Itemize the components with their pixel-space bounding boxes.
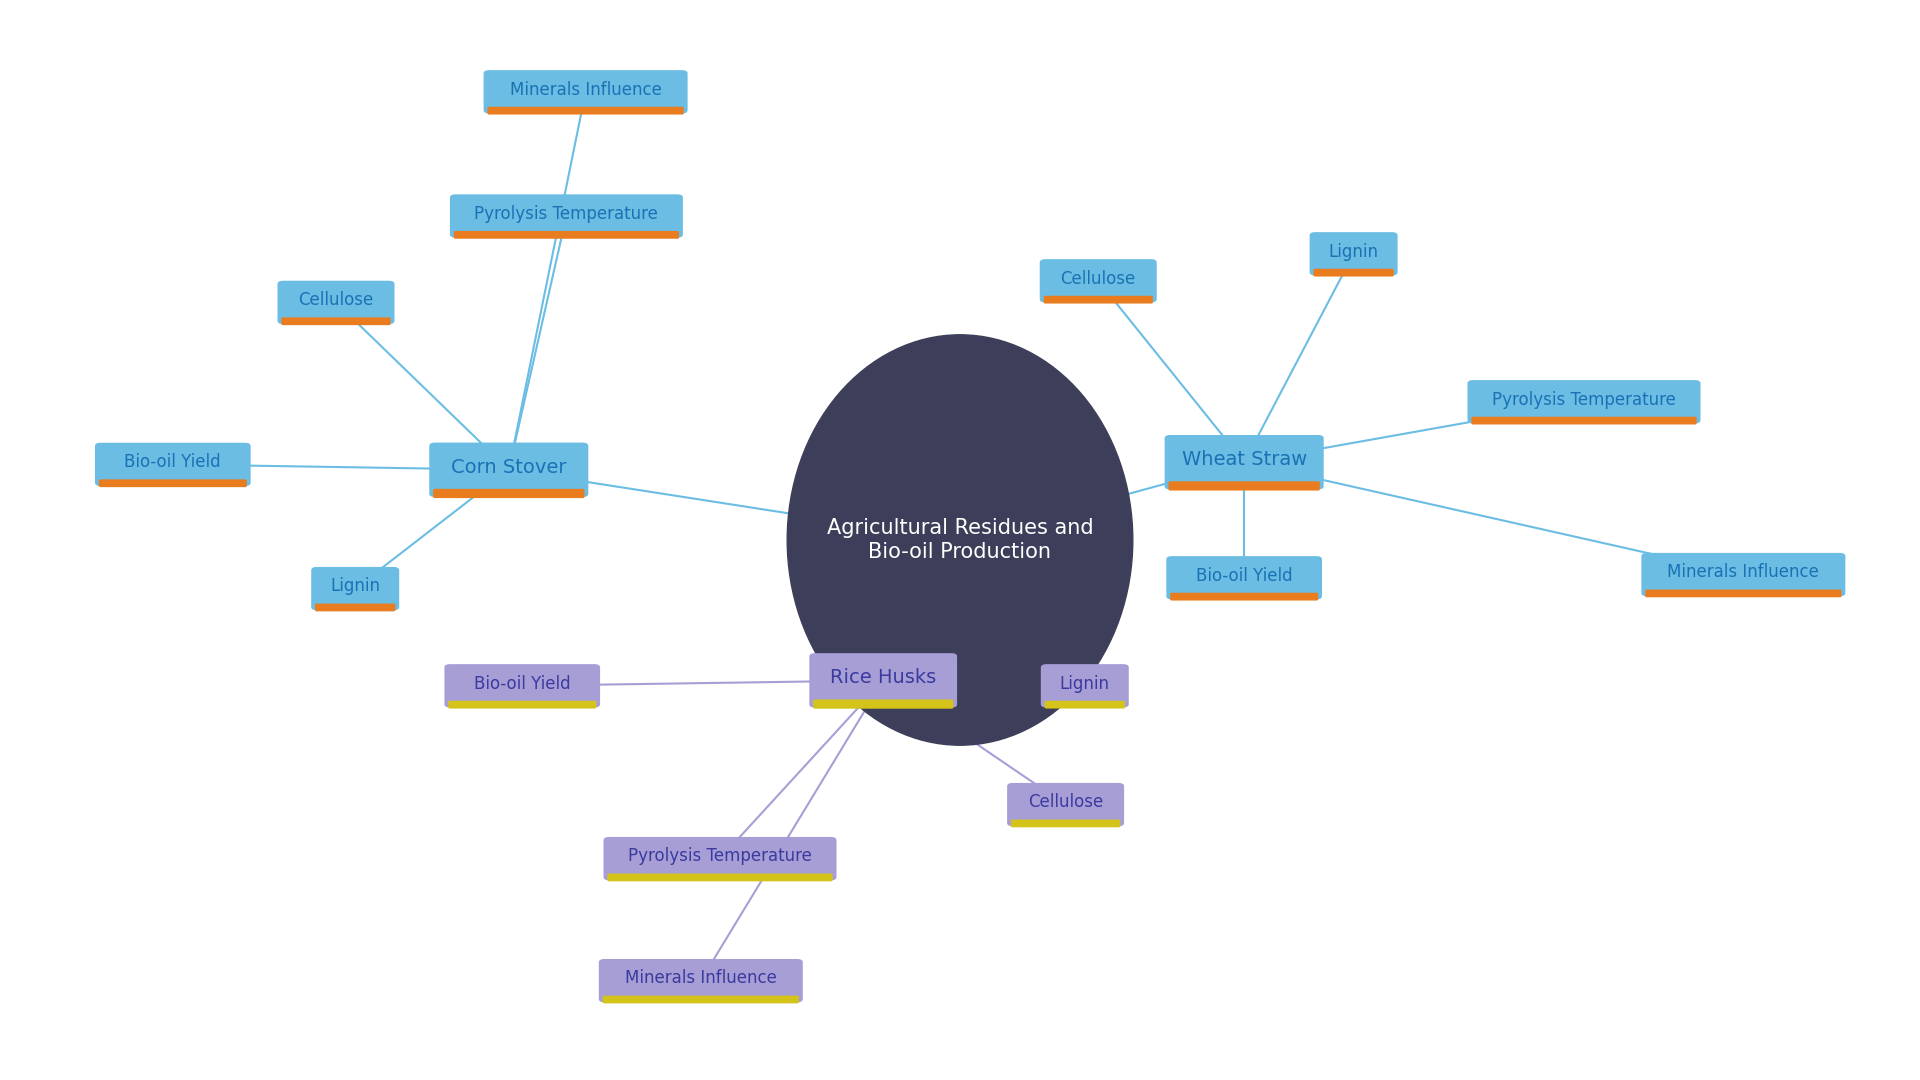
Text: Rice Husks: Rice Husks <box>829 669 937 687</box>
Text: Minerals Influence: Minerals Influence <box>624 970 778 987</box>
FancyBboxPatch shape <box>599 959 803 1002</box>
Text: Corn Stover: Corn Stover <box>451 458 566 476</box>
FancyBboxPatch shape <box>449 194 684 238</box>
FancyBboxPatch shape <box>1642 553 1845 596</box>
FancyBboxPatch shape <box>810 653 956 707</box>
FancyBboxPatch shape <box>1012 820 1119 827</box>
FancyBboxPatch shape <box>1044 701 1125 708</box>
Text: Cellulose: Cellulose <box>1060 270 1137 287</box>
Text: Minerals Influence: Minerals Influence <box>1667 564 1820 581</box>
Text: Pyrolysis Temperature: Pyrolysis Temperature <box>628 848 812 865</box>
Text: Cellulose: Cellulose <box>298 292 374 309</box>
FancyBboxPatch shape <box>1309 232 1398 275</box>
FancyBboxPatch shape <box>430 443 588 497</box>
Ellipse shape <box>787 335 1133 745</box>
FancyBboxPatch shape <box>1041 664 1129 707</box>
FancyBboxPatch shape <box>1165 435 1323 489</box>
FancyBboxPatch shape <box>603 837 837 880</box>
FancyBboxPatch shape <box>603 996 799 1003</box>
FancyBboxPatch shape <box>484 70 687 113</box>
Text: Lignin: Lignin <box>330 578 380 595</box>
FancyBboxPatch shape <box>1467 380 1701 423</box>
FancyBboxPatch shape <box>1169 482 1319 490</box>
Text: Cellulose: Cellulose <box>1027 794 1104 811</box>
Text: Lignin: Lignin <box>1060 675 1110 692</box>
FancyBboxPatch shape <box>453 231 680 239</box>
FancyBboxPatch shape <box>1044 296 1152 303</box>
Text: Pyrolysis Temperature: Pyrolysis Temperature <box>474 205 659 222</box>
FancyBboxPatch shape <box>814 700 952 708</box>
Text: Bio-oil Yield: Bio-oil Yield <box>1196 567 1292 584</box>
Text: Bio-oil Yield: Bio-oil Yield <box>474 675 570 692</box>
FancyBboxPatch shape <box>1471 417 1697 424</box>
FancyBboxPatch shape <box>1008 783 1123 826</box>
FancyBboxPatch shape <box>315 604 396 611</box>
FancyBboxPatch shape <box>434 489 584 498</box>
FancyBboxPatch shape <box>94 443 252 486</box>
FancyBboxPatch shape <box>282 318 390 325</box>
FancyBboxPatch shape <box>311 567 399 610</box>
FancyBboxPatch shape <box>1645 590 1841 597</box>
FancyBboxPatch shape <box>1041 259 1156 302</box>
Text: Wheat Straw: Wheat Straw <box>1181 450 1308 469</box>
FancyBboxPatch shape <box>444 664 601 707</box>
FancyBboxPatch shape <box>1313 269 1394 276</box>
FancyBboxPatch shape <box>447 701 597 708</box>
Text: Lignin: Lignin <box>1329 243 1379 260</box>
Text: Agricultural Residues and
Bio-oil Production: Agricultural Residues and Bio-oil Produc… <box>828 518 1092 562</box>
FancyBboxPatch shape <box>1165 556 1323 599</box>
FancyBboxPatch shape <box>1169 593 1319 600</box>
Text: Pyrolysis Temperature: Pyrolysis Temperature <box>1492 391 1676 408</box>
Text: Minerals Influence: Minerals Influence <box>509 81 662 98</box>
Text: Bio-oil Yield: Bio-oil Yield <box>125 454 221 471</box>
FancyBboxPatch shape <box>98 480 248 487</box>
FancyBboxPatch shape <box>278 281 394 324</box>
FancyBboxPatch shape <box>607 874 833 881</box>
FancyBboxPatch shape <box>488 107 684 114</box>
